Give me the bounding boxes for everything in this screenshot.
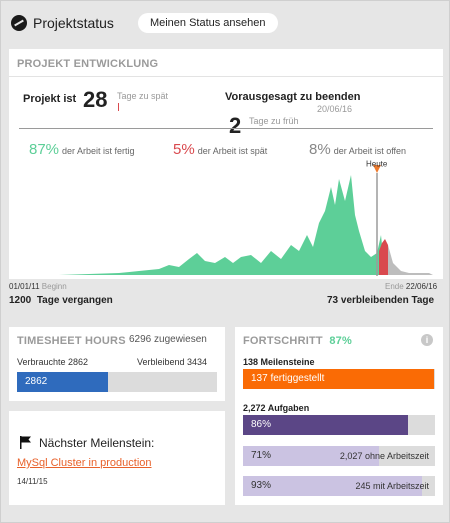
late-marker (118, 103, 119, 111)
work-done-area (19, 175, 385, 275)
days-early-note: Tage zu früh (249, 116, 299, 126)
no-time-bar: 71% 2,027 ohne Arbeitszeit (243, 446, 435, 466)
days-passed-value: 1200 (9, 295, 32, 306)
page-title: Projektstatus (33, 15, 114, 31)
progress-pct: 87% (329, 335, 352, 347)
days-early-value: 2 (229, 113, 242, 138)
progress-area-chart: Heute (19, 160, 433, 276)
days-passed-label: Tage vergangen (36, 295, 113, 306)
with-time-fill (243, 476, 422, 496)
pct-late: 5% der Arbeit ist spät (173, 141, 267, 158)
work-open-area (388, 245, 433, 275)
days-passed: 1200 Tage vergangen (9, 295, 113, 306)
assigned-hours: 6296 zugewiesen (129, 334, 207, 345)
progress-card: FORTSCHRITT 87% i 138 Meilensteine 137 f… (235, 327, 443, 505)
tasks-bar: 86% (243, 415, 435, 435)
tasks-pct: 86% (251, 419, 272, 430)
start-date-value: 01/01/11 (9, 282, 40, 291)
with-time-label: 245 mit Arbeitszeit (355, 481, 429, 491)
days-left-label: verbleibenden Tage (340, 295, 435, 306)
with-time-bar: 93% 245 mit Arbeitszeit (243, 476, 435, 496)
no-time-pct: 71% (251, 450, 272, 461)
tasks-fill (243, 415, 409, 435)
no-time-fill (243, 446, 380, 466)
pct-done-label: der Arbeit ist fertig (62, 146, 135, 156)
pct-open-value: 8% (309, 141, 331, 158)
milestones-fill (243, 369, 434, 389)
divider (9, 76, 443, 77)
start-date-label: Beginn (41, 282, 67, 291)
pct-done: 87% der Arbeit ist fertig (29, 141, 135, 158)
pct-open: 8% der Arbeit ist offen (309, 141, 406, 158)
progress-title-label: FORTSCHRITT (243, 335, 323, 347)
pct-late-label: der Arbeit ist spät (197, 146, 268, 156)
end-date-label: Ende (385, 282, 404, 291)
pct-done-value: 87% (29, 141, 60, 158)
hours-bar: 2862 (17, 372, 217, 392)
milestone-link[interactable]: MySql Cluster in production (17, 457, 152, 469)
days-left-value: 73 (327, 295, 339, 306)
dev-card-title: PROJEKT ENTWICKLUNG (17, 58, 159, 70)
timesheet-card: TIMESHEET HOURS 6296 zugewiesen Verbrauc… (9, 327, 225, 401)
no-time-label: 2,027 ohne Arbeitszeit (339, 451, 429, 461)
milestones-done: 137 fertiggestellt (251, 373, 325, 384)
project-is-label: Projekt ist (23, 93, 77, 105)
work-late-area (379, 239, 388, 275)
info-icon[interactable]: i (421, 334, 433, 346)
days-late-note: Tage zu spät (117, 91, 169, 101)
spent-hours-label: Verbrauchte 2862 (17, 357, 89, 367)
spent-hours-fill (17, 372, 108, 392)
today-marker-icon (373, 165, 381, 173)
timeline-line (19, 128, 433, 129)
forecast-date: 20/06/16 (317, 104, 353, 114)
view-my-status-button[interactable]: Meinen Status ansehen (137, 13, 278, 33)
spent-hours-value: 2862 (25, 376, 48, 387)
today-label: Heute (366, 160, 388, 169)
timesheet-title: TIMESHEET HOURS (17, 335, 126, 347)
project-development-card: PROJEKT ENTWICKLUNG Projekt ist 28 Tage … (9, 49, 443, 279)
remaining-hours-label: Verbleibend 3434 (137, 357, 208, 367)
end-date: Ende 22/06/16 (385, 282, 437, 291)
next-milestone-title: Nächster Meilenstein: (39, 436, 155, 450)
milestones-bar: 137 fertiggestellt (243, 369, 435, 389)
pct-late-value: 5% (173, 141, 195, 158)
days-left: 73 verbleibenden Tage (327, 295, 434, 306)
pct-open-label: der Arbeit ist offen (333, 146, 407, 156)
next-milestone-card: Nächster Meilenstein: MySql Cluster in p… (9, 411, 225, 505)
end-date-value: 22/06/16 (405, 282, 438, 291)
tasks-count: 2,272 Aufgaben (243, 403, 310, 413)
header: Projektstatus Meinen Status ansehen (1, 1, 450, 45)
milestones-count: 138 Meilensteine (243, 357, 315, 367)
app-logo-icon (11, 15, 27, 31)
start-date: 01/01/11 Beginn (9, 282, 67, 291)
milestone-date: 14/11/15 (17, 477, 48, 486)
forecast-label: Vorausgesagt zu beenden (225, 91, 361, 103)
flag-icon (20, 436, 31, 449)
with-time-pct: 93% (251, 480, 272, 491)
progress-title: FORTSCHRITT 87% (243, 335, 352, 347)
days-late-value: 28 (83, 87, 108, 112)
